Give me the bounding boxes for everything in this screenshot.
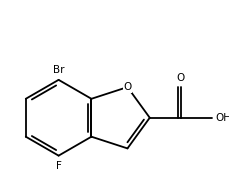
Text: O: O [176,73,184,83]
Text: OH: OH [215,113,229,123]
Text: O: O [123,82,131,92]
Text: F: F [55,161,61,171]
Text: Br: Br [53,65,64,75]
